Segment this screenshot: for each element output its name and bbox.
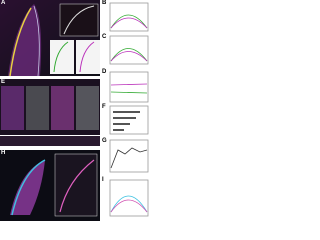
figure: A B C D E F G H I [0, 0, 149, 221]
plots [109, 2, 149, 217]
curve [110, 195, 148, 213]
panel-letter: E [1, 79, 5, 85]
strip [0, 136, 100, 146]
tile [76, 86, 99, 130]
tile [26, 86, 49, 130]
plot-frame [109, 179, 149, 217]
outline [33, 5, 40, 77]
zoom-edge [59, 159, 95, 213]
panel-letter: H [1, 150, 5, 156]
plot-frame [109, 105, 149, 135]
bars [113, 111, 140, 131]
inset-line [53, 41, 69, 73]
panel-letter: A [1, 0, 6, 6]
curve [110, 14, 148, 29]
tissue [8, 4, 42, 76]
plot-frame [109, 2, 149, 32]
page: {"panels": [ {"letter": "A"}, {"letter":… [0, 0, 150, 221]
curve [110, 91, 148, 94]
tissue [10, 160, 45, 215]
zoom-edge [63, 5, 95, 35]
plot-frame [109, 71, 149, 103]
curve [110, 17, 148, 29]
inset [50, 40, 74, 74]
panel-letter: D [102, 69, 107, 75]
panel-letter: C [102, 34, 107, 40]
panel-letter: I [102, 177, 104, 183]
zoom [59, 3, 99, 37]
tile [51, 86, 74, 130]
plot-frame [109, 139, 149, 173]
panel-letter: G [102, 138, 107, 144]
plot-frame [109, 35, 149, 65]
curve [110, 83, 148, 86]
inset-line [79, 41, 95, 73]
panel-letter: F [102, 104, 106, 110]
panel-h [0, 150, 100, 221]
panel-e [0, 79, 100, 146]
curve [110, 199, 148, 213]
membrane [9, 7, 32, 77]
tile [1, 86, 24, 130]
curve [110, 48, 148, 62]
panel-letter: B [102, 0, 107, 6]
curve [110, 147, 148, 169]
curve [110, 51, 148, 62]
membrane [11, 159, 46, 216]
panel-a [0, 0, 100, 77]
inset [76, 40, 100, 74]
